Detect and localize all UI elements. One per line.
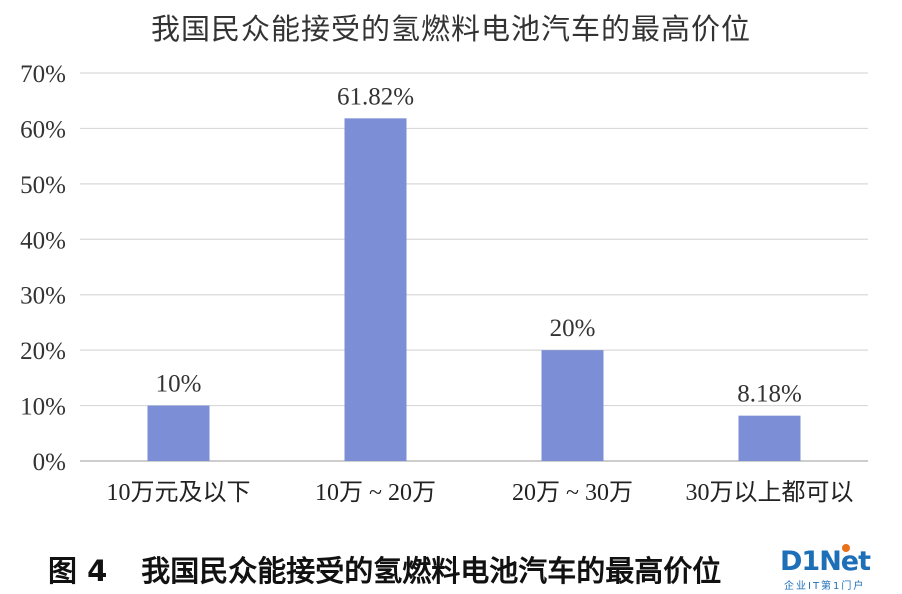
bars bbox=[147, 118, 801, 461]
figure-caption-text: 我国民众能接受的氢燃料电池汽车的最高价位 bbox=[141, 554, 722, 588]
x-category-label: 30万以上都可以 bbox=[686, 479, 854, 506]
data-label: 20% bbox=[550, 315, 596, 342]
data-label: 8.18% bbox=[737, 381, 802, 408]
y-tick-label: 0% bbox=[33, 449, 66, 476]
y-tick-label: 30% bbox=[20, 283, 66, 310]
y-tick-label: 60% bbox=[20, 116, 66, 143]
x-axis-category-labels: 10万元及以下 10万 ~ 20万 20万 ~ 30万 30万以上都可以 bbox=[107, 479, 854, 506]
bar bbox=[147, 405, 210, 461]
watermark-logo: D1Net 企业IT第1门户 bbox=[780, 544, 898, 592]
y-axis-tick-labels: 0% 10% 20% 30% 40% 50% 60% 70% bbox=[20, 61, 66, 476]
figure-caption: 图 4 我国民众能接受的氢燃料电池汽车的最高价位 bbox=[48, 548, 721, 590]
x-category-label: 20万 ~ 30万 bbox=[512, 480, 633, 506]
y-tick-label: 20% bbox=[20, 338, 66, 365]
bar bbox=[344, 118, 407, 461]
watermark-main-text: D1Net bbox=[780, 546, 871, 577]
gridlines bbox=[80, 72, 868, 462]
bar bbox=[541, 350, 604, 461]
x-category-label: 10万元及以下 bbox=[107, 480, 251, 506]
watermark-sub-text: 企业IT第1门户 bbox=[784, 581, 866, 592]
watermark-dot bbox=[842, 544, 850, 552]
y-tick-label: 10% bbox=[20, 394, 66, 421]
data-label: 10% bbox=[156, 371, 202, 398]
y-tick-label: 50% bbox=[20, 172, 66, 199]
bar bbox=[738, 415, 801, 461]
y-tick-label: 70% bbox=[20, 61, 66, 88]
data-labels: 10% 61.82% 20% 8.18% bbox=[156, 83, 802, 407]
figure-number: 图 4 bbox=[48, 554, 108, 588]
y-tick-label: 40% bbox=[20, 227, 66, 254]
chart-title: 我国民众能接受的氢燃料电池汽车的最高价位 bbox=[150, 12, 751, 46]
data-label: 61.82% bbox=[337, 83, 414, 110]
x-category-label: 10万 ~ 20万 bbox=[315, 480, 436, 506]
